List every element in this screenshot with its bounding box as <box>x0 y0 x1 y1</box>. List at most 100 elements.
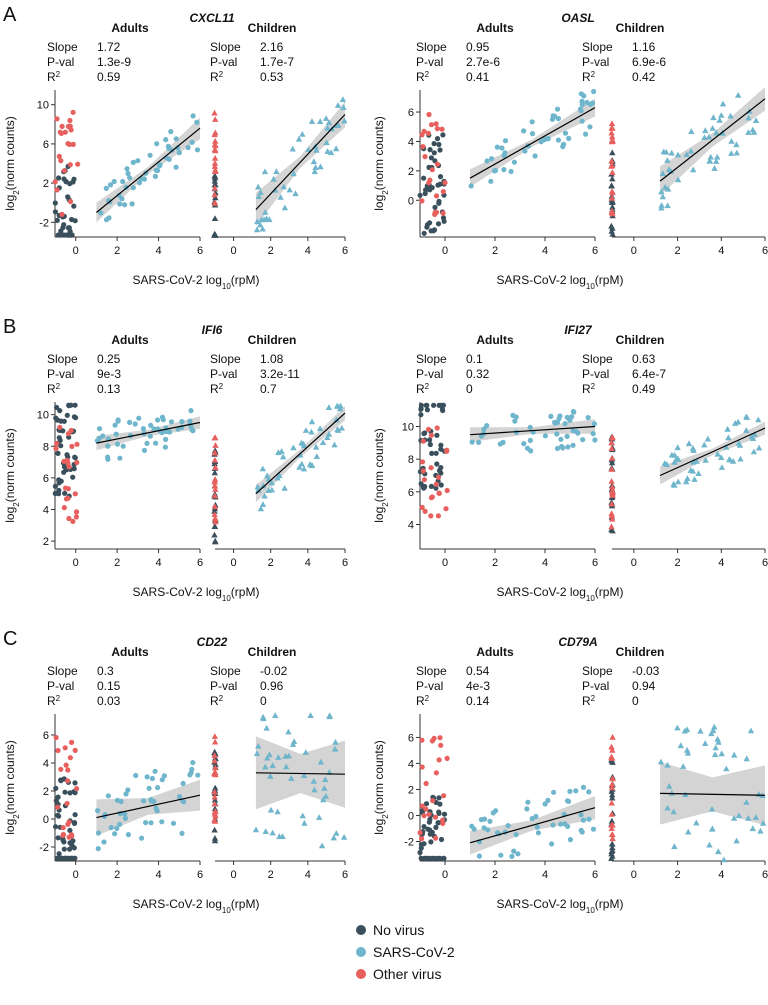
data-point <box>421 430 427 437</box>
data-point <box>61 168 67 174</box>
data-point <box>437 174 444 180</box>
data-point <box>683 478 690 485</box>
data-point <box>129 201 135 207</box>
data-point <box>580 784 587 791</box>
data-point <box>668 451 676 458</box>
data-point <box>62 490 68 496</box>
data-point <box>555 116 562 122</box>
data-point <box>728 138 735 144</box>
data-point <box>259 501 267 507</box>
data-point <box>302 427 310 433</box>
data-point <box>68 427 74 434</box>
data-point <box>424 855 430 862</box>
data-point <box>427 220 433 226</box>
data-point <box>579 118 585 124</box>
data-point <box>253 750 261 756</box>
data-point <box>159 414 166 420</box>
data-point <box>690 447 697 453</box>
pval-value: 0.94 <box>632 679 656 693</box>
data-point <box>427 437 433 443</box>
data-point <box>674 444 681 451</box>
data-point <box>211 434 218 441</box>
data-point <box>566 135 572 141</box>
data-point <box>65 486 71 492</box>
data-point <box>72 855 78 861</box>
data-point <box>436 809 442 815</box>
data-point <box>155 167 161 174</box>
subplot-children: Children Slope 1.08 P-val 3.2e-11 R2 0.7 0 2 4 6 <box>210 333 348 569</box>
data-point <box>577 106 584 112</box>
data-point <box>429 450 435 456</box>
data-point <box>70 109 76 115</box>
data-point <box>254 218 261 225</box>
data-point <box>58 778 64 784</box>
data-point <box>73 514 79 520</box>
data-point <box>64 412 70 418</box>
data-point <box>567 788 573 795</box>
data-point <box>155 417 161 423</box>
data-point <box>258 216 265 223</box>
data-point <box>308 418 316 425</box>
data-point <box>570 442 576 448</box>
x-tick-label: 4 <box>156 869 162 881</box>
data-point <box>95 808 101 814</box>
data-point <box>502 138 509 144</box>
gene-title: IFI6 <box>202 323 223 337</box>
data-point <box>67 117 73 124</box>
data-point <box>122 202 128 208</box>
data-point <box>322 793 330 799</box>
data-point <box>670 808 677 815</box>
x-tick-label: 2 <box>268 245 274 257</box>
data-point <box>442 180 448 186</box>
data-point <box>55 747 61 754</box>
slope-value: 1.72 <box>97 40 121 54</box>
data-point <box>55 804 61 810</box>
data-point <box>674 176 682 183</box>
x-tick-label: 0 <box>631 557 637 569</box>
data-point <box>120 178 126 185</box>
data-point <box>428 513 434 519</box>
x-tick-label: 0 <box>231 557 237 569</box>
data-point <box>323 139 330 146</box>
x-tick-label: 6 <box>342 869 348 881</box>
data-point <box>212 442 219 448</box>
data-point <box>273 168 280 175</box>
data-point <box>437 735 443 741</box>
y-tick-label: 4 <box>408 136 414 148</box>
data-point <box>535 830 542 836</box>
data-point <box>159 777 165 783</box>
data-point <box>72 491 78 497</box>
ci-band <box>255 101 345 227</box>
data-point <box>608 445 615 451</box>
data-point <box>64 800 70 807</box>
data-point <box>609 133 616 140</box>
data-point <box>608 194 616 201</box>
fit-line <box>96 794 201 819</box>
data-point <box>212 515 219 522</box>
x-tick-label: 2 <box>675 557 681 569</box>
data-point <box>71 176 77 182</box>
slope-label: Slope <box>47 352 78 366</box>
data-point <box>707 153 714 160</box>
data-point <box>424 407 430 413</box>
group-label: Children <box>616 645 665 659</box>
data-point <box>212 784 219 791</box>
data-point <box>609 492 616 498</box>
data-point <box>579 102 585 108</box>
data-point <box>608 207 616 214</box>
data-point <box>62 129 68 135</box>
data-point <box>211 141 219 147</box>
data-point <box>567 837 574 843</box>
data-point <box>212 137 219 144</box>
x-tick-label: 0 <box>442 869 448 881</box>
pval-value: 6.9e-6 <box>632 55 666 69</box>
data-point <box>757 827 764 834</box>
data-point <box>484 423 490 429</box>
y-tick-label: 10 <box>37 100 49 112</box>
fit-line <box>255 412 346 495</box>
x-tick-label: 4 <box>718 245 724 257</box>
data-point <box>270 175 277 182</box>
data-point <box>685 828 692 835</box>
data-point <box>509 853 515 860</box>
data-point <box>608 465 615 472</box>
